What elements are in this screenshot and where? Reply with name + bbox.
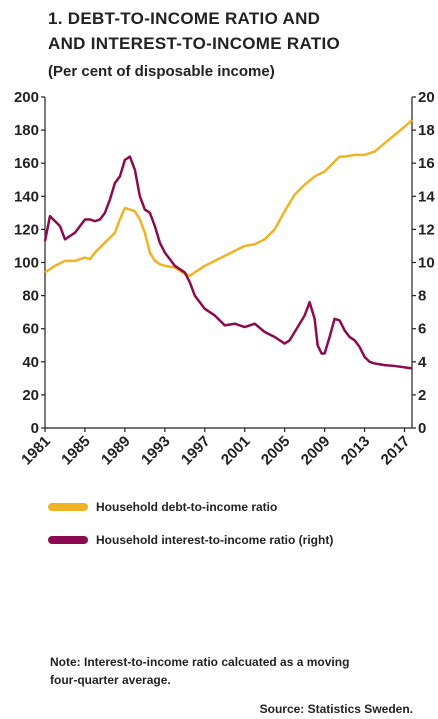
series-line [44,119,413,277]
y-tick-label: 100 [14,255,39,272]
x-tick-label: 1989 [98,433,134,469]
y-tick-label: 60 [22,321,39,338]
y2-tick-label: 20 [418,89,435,106]
x-tick-label: 1993 [138,433,174,469]
legend-label: Household interest-to-income ratio (righ… [96,533,333,547]
chart-title: AND INTEREST-TO-INCOME RATIO [48,34,340,53]
y-tick-label: 160 [14,155,39,172]
y-tick-label: 140 [14,188,39,205]
y-tick-label: 120 [14,221,39,238]
legend-label: Household debt-to-income ratio [96,500,277,514]
x-tick-label: 2009 [298,433,334,469]
y2-tick-label: 18 [418,122,435,139]
y-tick-label: 20 [22,387,39,404]
chart-subtitle: (Per cent of disposable income) [48,63,275,80]
y2-tick-label: 0 [418,420,426,437]
y-tick-label: 80 [22,288,39,305]
x-tick-label: 2013 [338,433,374,469]
x-tick-label: 1997 [178,433,214,469]
note: Note: Interest-to-income ratio calcuated… [50,655,349,669]
y2-tick-label: 12 [418,221,435,238]
y2-tick-label: 4 [418,354,427,371]
y-tick-label: 200 [14,89,39,106]
series-line [43,155,413,370]
x-tick-label: 2017 [378,433,414,469]
source: Source: Statistics Sweden. [260,702,413,716]
y-tick-label: 0 [31,420,39,437]
x-tick-label: 2005 [258,433,294,469]
x-tick-label: 2001 [218,433,254,469]
y-tick-label: 40 [22,354,39,371]
y2-tick-label: 6 [418,321,426,338]
y2-tick-label: 8 [418,288,426,305]
y2-tick-label: 16 [418,155,435,172]
y2-tick-label: 10 [418,255,435,272]
y-tick-label: 180 [14,122,39,139]
y2-tick-label: 2 [418,387,426,404]
x-tick-label: 1985 [58,433,94,469]
chart-title: 1. DEBT-TO-INCOME RATIO AND [48,9,320,28]
x-tick-label: 1981 [18,433,54,469]
note: four-quarter average. [50,673,171,687]
y2-tick-label: 14 [418,188,435,205]
